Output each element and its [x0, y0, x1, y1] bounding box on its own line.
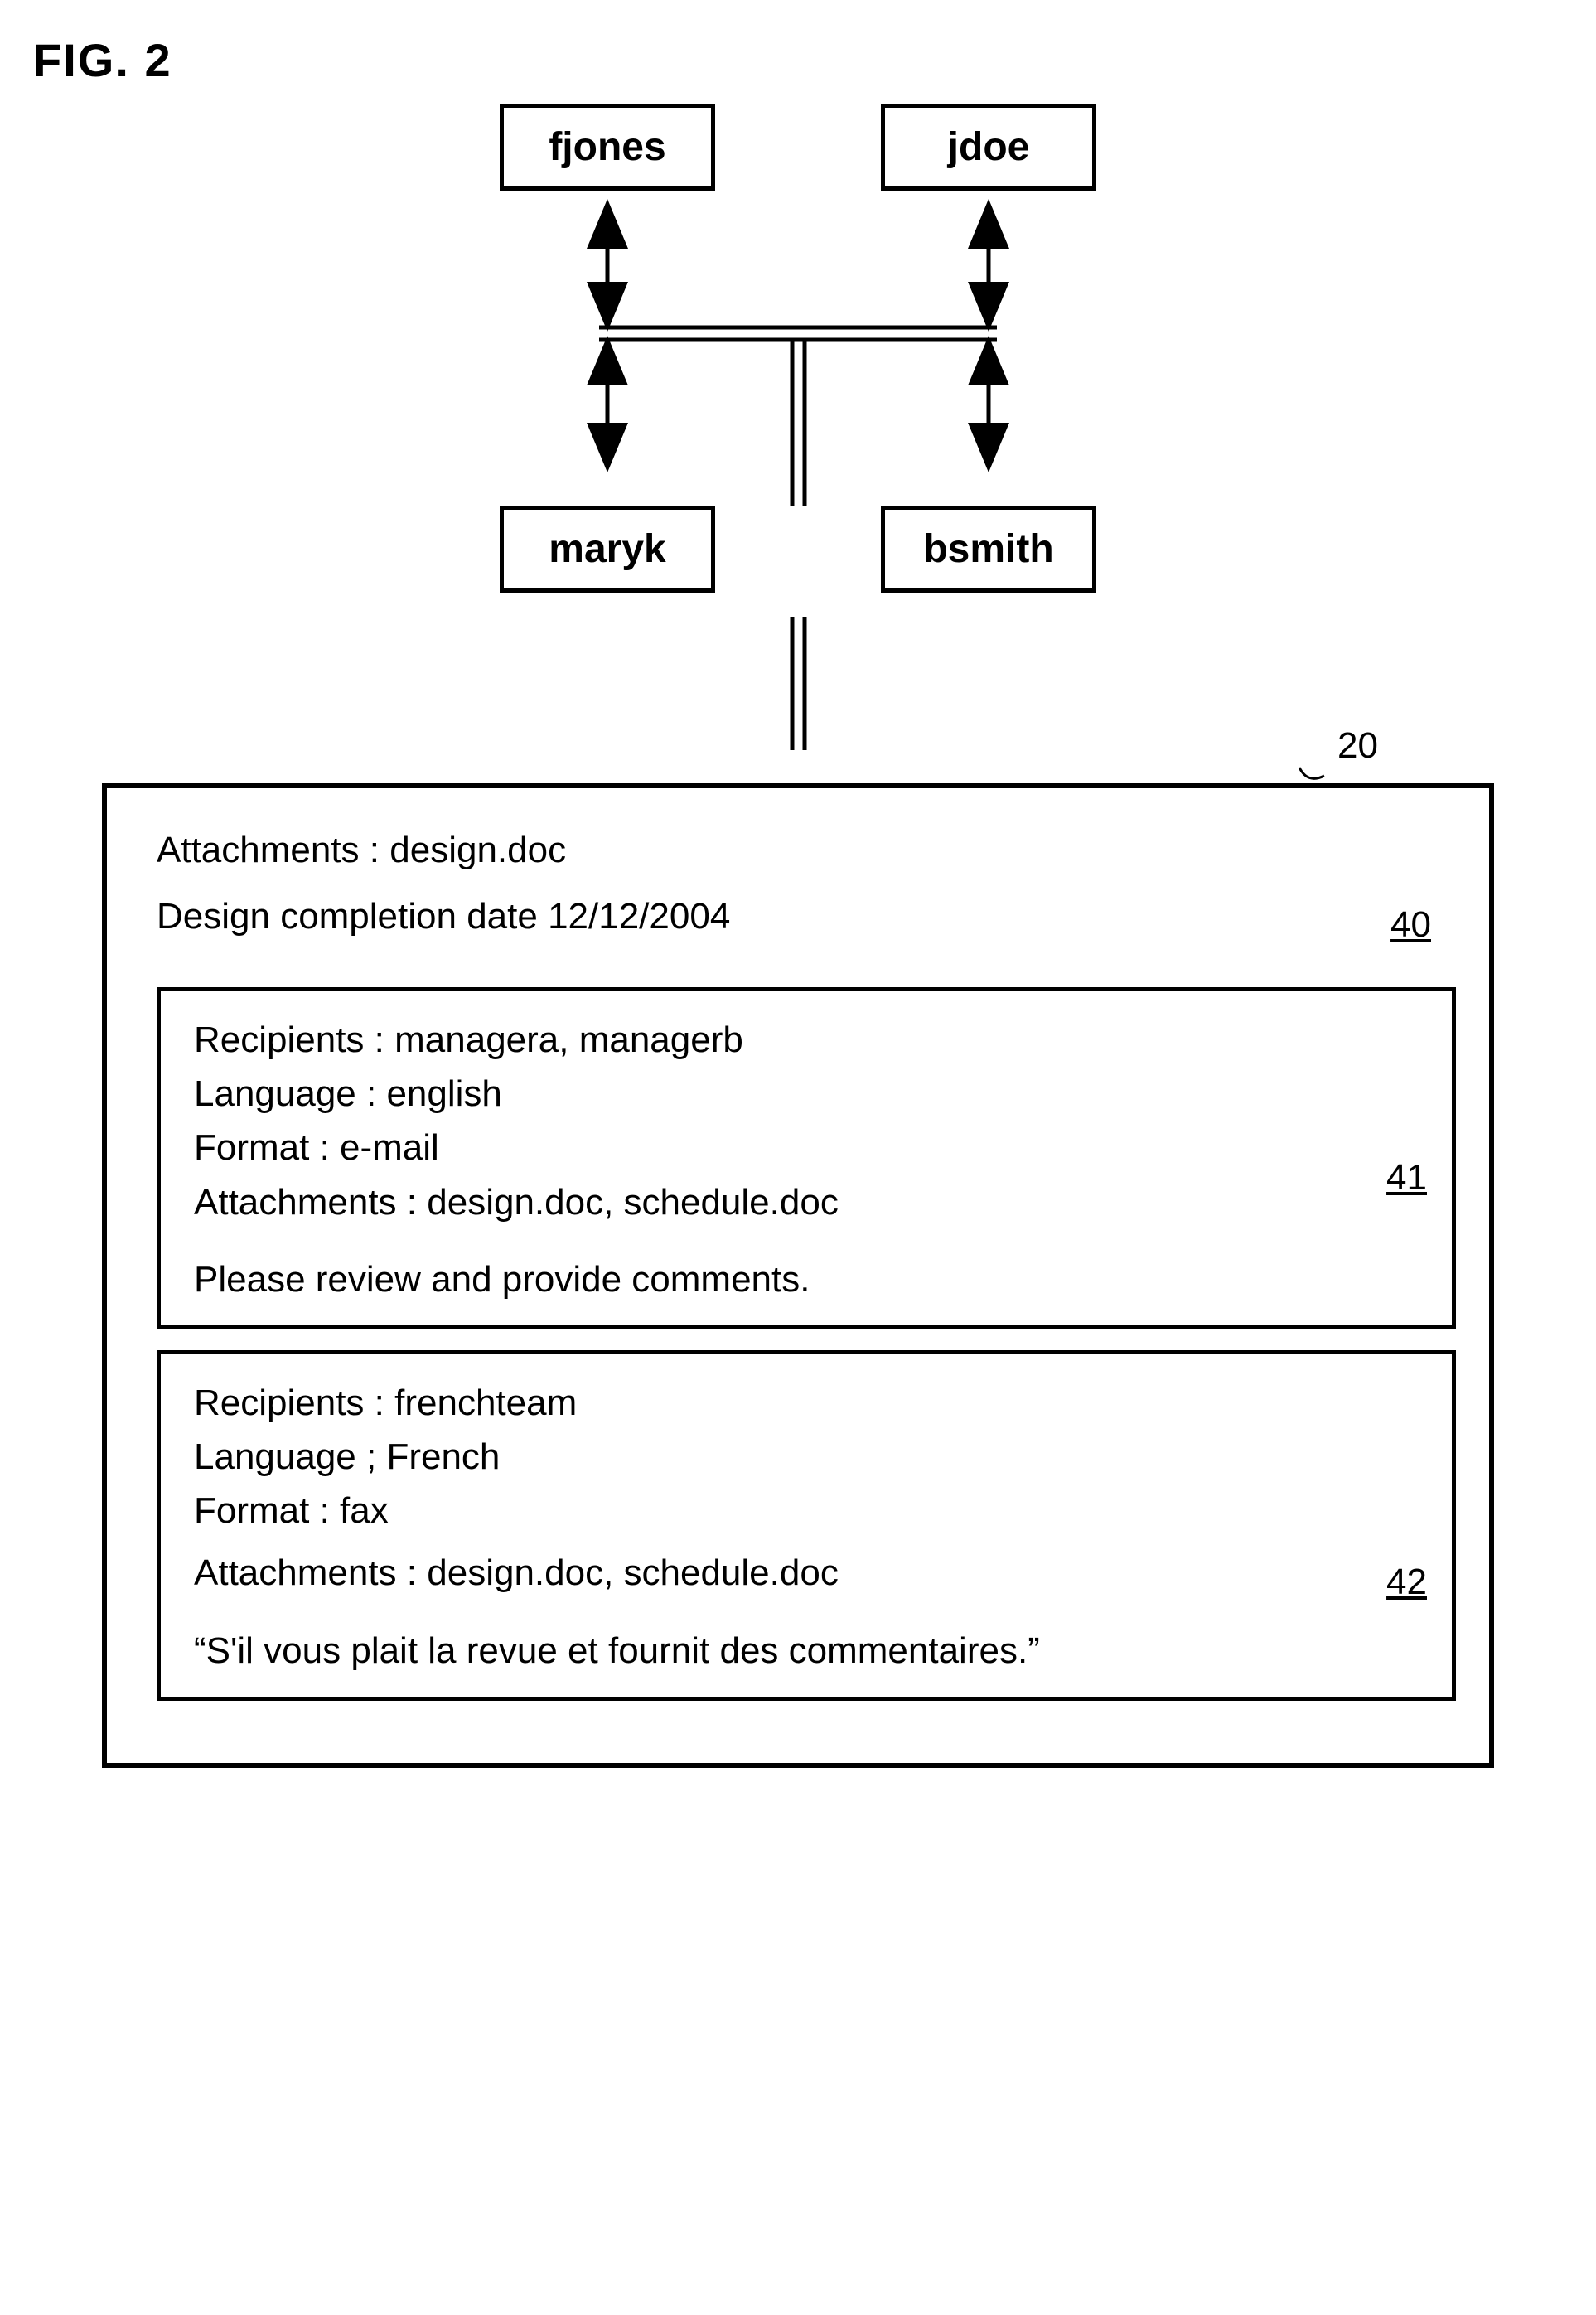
user-box-bsmith: bsmith — [881, 506, 1096, 593]
value-attachments-2: design.doc, schedule.doc — [427, 1552, 839, 1593]
main-box-wrapper: 20 40 Attachments : design.doc Design co… — [102, 750, 1494, 1768]
label-date: Design completion date — [157, 896, 538, 937]
label-recipients-1: Recipients : — [194, 1019, 384, 1060]
value-attachments-1: design.doc, schedule.doc — [427, 1182, 839, 1223]
header-attachments: Attachments : design.doc — [157, 830, 1456, 871]
label-attachments: Attachments : — [157, 830, 380, 870]
label-format-1: Format : — [194, 1127, 330, 1168]
box2-language: Language ; French — [194, 1433, 1427, 1480]
box2-attachments: Attachments : design.doc, schedule.doc — [194, 1549, 1427, 1596]
user-row-top: fjones jdoe — [500, 104, 1096, 191]
message-box-main: 40 Attachments : design.doc Design compl… — [102, 783, 1494, 1768]
label-attachments-2: Attachments : — [194, 1552, 417, 1593]
value-date: 12/12/2004 — [548, 896, 730, 937]
ref-number-42: 42 — [1386, 1562, 1427, 1603]
label-language-1: Language : — [194, 1073, 376, 1114]
message-sub-box-1: 41 Recipients : managera, managerb Langu… — [157, 987, 1456, 1329]
box1-body: Please review and provide comments. — [194, 1259, 1427, 1300]
label-format-2: Format : — [194, 1490, 330, 1531]
value-format-2: fax — [340, 1490, 389, 1531]
value-format-1: e-mail — [340, 1127, 439, 1168]
ref-20-tick-icon — [1295, 763, 1328, 797]
box1-language: Language : english — [194, 1070, 1427, 1117]
figure-label: FIG. 2 — [33, 33, 1563, 87]
box2-recipients: Recipients : frenchteam — [194, 1379, 1427, 1426]
box1-recipients: Recipients : managera, managerb — [194, 1016, 1427, 1063]
arrow-network — [425, 191, 1171, 506]
ref-number-40: 40 — [1390, 904, 1431, 946]
ref-number-20: 20 — [1337, 725, 1378, 767]
label-attachments-1: Attachments : — [194, 1182, 417, 1223]
arrows-svg — [425, 191, 1171, 506]
user-box-jdoe: jdoe — [881, 104, 1096, 191]
value-language-1: english — [386, 1073, 501, 1114]
box1-attachments: Attachments : design.doc, schedule.doc — [194, 1179, 1427, 1226]
header-block: 40 Attachments : design.doc Design compl… — [157, 830, 1456, 937]
ref-number-41: 41 — [1386, 1157, 1427, 1199]
user-box-maryk: maryk — [500, 506, 715, 593]
user-row-bottom: maryk bsmith — [500, 506, 1096, 593]
box2-body: “S'il vous plait la revue et fournit des… — [194, 1630, 1427, 1672]
box2-format: Format : fax — [194, 1487, 1427, 1534]
label-recipients-2: Recipients : — [194, 1383, 384, 1423]
diagram-container: fjones jdoe — [33, 104, 1563, 1768]
stem-connector — [425, 617, 1171, 750]
value-recipients-1: managera, managerb — [394, 1019, 743, 1060]
header-date: Design completion date 12/12/2004 — [157, 896, 1456, 937]
value-recipients-2: frenchteam — [394, 1383, 577, 1423]
user-box-fjones: fjones — [500, 104, 715, 191]
label-language-2: Language ; — [194, 1436, 376, 1477]
users-section: fjones jdoe — [425, 104, 1171, 593]
box1-format: Format : e-mail — [194, 1124, 1427, 1171]
value-language-2: French — [386, 1436, 500, 1477]
value-attachments: design.doc — [389, 830, 566, 870]
message-sub-box-2: 42 Recipients : frenchteam Language ; Fr… — [157, 1350, 1456, 1701]
